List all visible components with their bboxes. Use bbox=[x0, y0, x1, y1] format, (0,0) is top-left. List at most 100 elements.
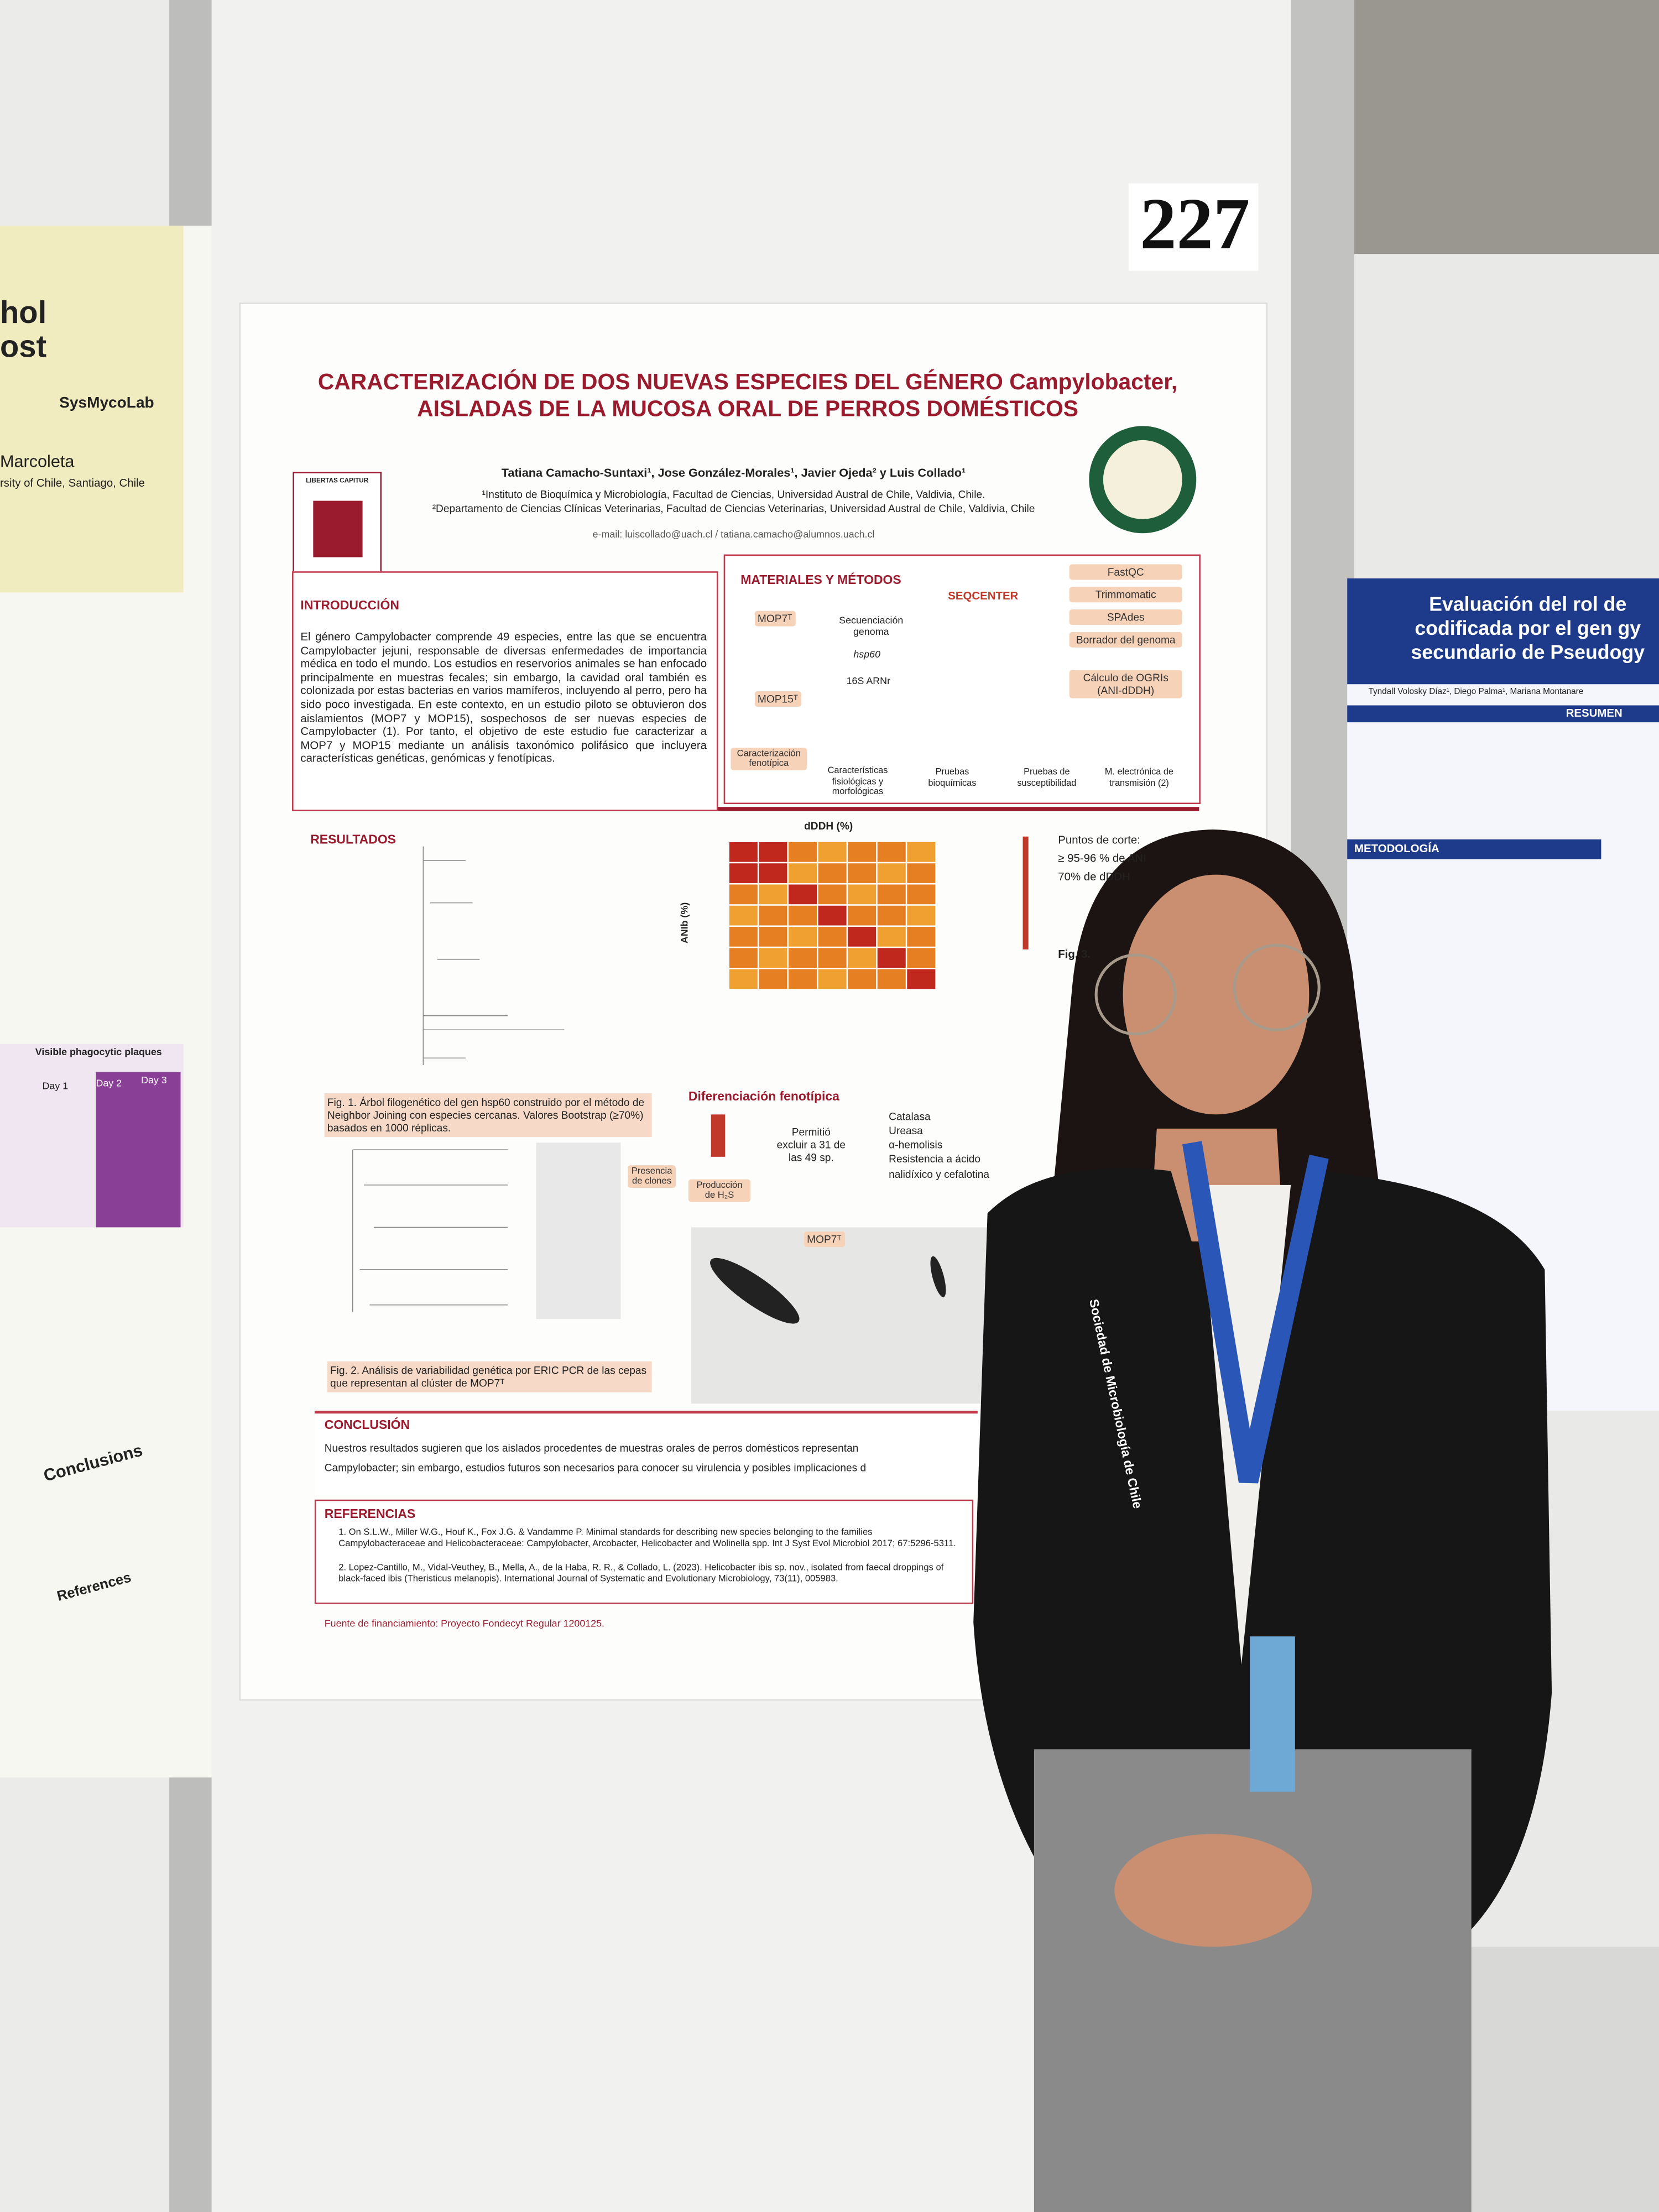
heatmap-cell bbox=[729, 905, 758, 926]
heatmap-cell bbox=[907, 927, 936, 947]
heatmap-cell bbox=[818, 884, 847, 905]
heatmap-cell bbox=[877, 863, 906, 883]
heatmap-cell bbox=[729, 948, 758, 968]
title-line: Evaluación del rol de bbox=[1429, 592, 1627, 615]
heatmap-cell bbox=[877, 884, 906, 905]
heatmap-cell bbox=[729, 884, 758, 905]
cutoff-line: 70% de dDDH bbox=[1058, 869, 1130, 883]
heatmap-cell bbox=[907, 969, 936, 989]
method-step: M. electrónica de transmisión (2) bbox=[1104, 767, 1174, 789]
heatmap-cell bbox=[877, 969, 906, 989]
micrograph-label: MOP7ᵀ bbox=[804, 1232, 844, 1248]
heatmap-cell bbox=[729, 969, 758, 989]
heatmap-cell bbox=[759, 884, 787, 905]
heatmap-cell bbox=[729, 927, 758, 947]
hands bbox=[1114, 1834, 1312, 1947]
heatmap-cell bbox=[789, 905, 817, 926]
affiliation: ¹Instituto de Bioquímica y Microbiología… bbox=[482, 488, 985, 501]
trousers bbox=[1034, 1749, 1472, 2212]
right-title: Evaluación del rol de codificada por el g… bbox=[1397, 592, 1659, 664]
clones-label: Presencia de clones bbox=[628, 1165, 676, 1188]
bacterium bbox=[710, 1258, 800, 1324]
right-metodologia-bar bbox=[1347, 839, 1601, 859]
number-card bbox=[1128, 183, 1259, 271]
company-logo: SEQCENTER bbox=[948, 589, 1019, 603]
heatmap-cell bbox=[907, 884, 936, 905]
heatmap-cell bbox=[848, 969, 877, 989]
face bbox=[1123, 874, 1310, 1115]
funding: Fuente de financiamiento: Proyecto Fonde… bbox=[324, 1619, 605, 1630]
heatmap-cell bbox=[789, 927, 817, 947]
section-heading: REFERENCIAS bbox=[324, 1506, 416, 1521]
right-resumen-bar bbox=[1347, 705, 1659, 723]
fig3-caption: Fig. 3. bbox=[1058, 948, 1091, 961]
heatmap-cell bbox=[877, 927, 906, 947]
affiliation: ²Departamento de Ciencias Clínicas Veter… bbox=[432, 502, 1035, 515]
lanyard-strap bbox=[1182, 1141, 1329, 1484]
section-heading: RESULTADOS bbox=[310, 832, 396, 847]
conclusion-line: Nuestros resultados sugieren que los ais… bbox=[324, 1442, 859, 1455]
h2s-label: Producción de H₂S bbox=[688, 1179, 751, 1202]
reference: 1. On S.L.W., Miller W.G., Houf K., Fox … bbox=[338, 1527, 956, 1549]
seal-inner bbox=[1103, 440, 1182, 519]
heatmap-cell bbox=[759, 927, 787, 947]
method-step: Características fisiológicas y morfológi… bbox=[827, 766, 888, 798]
heatmap-cell bbox=[877, 842, 906, 862]
heatmap-cell bbox=[729, 863, 758, 883]
cutoff-line: Puntos de corte: bbox=[1058, 833, 1140, 847]
phenotype-list: Catalasa Ureasa α-hemolisis Resistencia a á… bbox=[889, 1110, 1001, 1182]
heatmap-cell bbox=[759, 842, 787, 862]
method-label: Caracterización fenotípica bbox=[731, 748, 807, 770]
reference: 2. Lopez-Cantillo, M., Vidal-Veuthey, B.… bbox=[338, 1563, 944, 1584]
left-fragment: hol ost bbox=[0, 295, 47, 364]
left-table-cells bbox=[96, 1072, 181, 1228]
left-table-col: Day 1 bbox=[42, 1082, 69, 1092]
title-line: codificada por el gen gy bbox=[1415, 616, 1641, 639]
heatmap-cell bbox=[848, 884, 877, 905]
heatmap-cell bbox=[907, 948, 936, 968]
heatmap bbox=[729, 842, 936, 989]
pipeline-step: SPAdes bbox=[1069, 609, 1182, 625]
heatmap-cell bbox=[818, 842, 847, 862]
heatmap-cell bbox=[877, 948, 906, 968]
logo-text: LIBERTAS CAPITUR bbox=[306, 477, 369, 484]
strain-label: MOP15ᵀ bbox=[754, 691, 801, 707]
method-label: Secuenciación genoma bbox=[839, 616, 904, 639]
poster-number: 227 bbox=[1140, 185, 1250, 265]
micrograph bbox=[691, 1227, 988, 1404]
heatmap-cell bbox=[818, 863, 847, 883]
heatmap-cell bbox=[759, 969, 787, 989]
exclusion-note: Permitió excluir a 31 de las 49 sp. bbox=[776, 1125, 846, 1164]
phenotype-item: Ureasa bbox=[889, 1124, 923, 1138]
pipeline-step: Cálculo de OGRIs (ANI-dDDH) bbox=[1069, 670, 1182, 698]
email: e-mail: luiscollado@uach.cl / tatiana.ca… bbox=[592, 530, 875, 541]
strain-label: MOP7ᵀ bbox=[754, 611, 795, 627]
heatmap-cell bbox=[729, 842, 758, 862]
heatmap-scale bbox=[1022, 836, 1029, 950]
fig2-caption: Fig. 2. Análisis de variabilidad genétic… bbox=[327, 1361, 652, 1392]
intro-text: El género Campylobacter comprende 49 esp… bbox=[300, 630, 707, 765]
section-heading: INTRODUCCIÓN bbox=[300, 598, 399, 613]
heatmap-cell bbox=[759, 863, 787, 883]
method-label: 16S ARNr bbox=[846, 677, 891, 687]
heatmap-cell bbox=[818, 969, 847, 989]
heatmap-cell bbox=[789, 884, 817, 905]
heatmap-cell bbox=[848, 863, 877, 883]
pipeline-step: Trimmomatic bbox=[1069, 587, 1182, 603]
ceiling bbox=[1354, 0, 1659, 254]
glasses bbox=[1233, 943, 1321, 1031]
heatmap-cell bbox=[907, 905, 936, 926]
heatmap-cell bbox=[848, 842, 877, 862]
heatmap-cell bbox=[818, 948, 847, 968]
right-section: RESUMEN bbox=[1566, 707, 1623, 720]
bacterium bbox=[930, 1256, 946, 1297]
right-poster-header bbox=[1347, 578, 1659, 685]
heatmap-cell bbox=[907, 863, 936, 883]
fragment: hol bbox=[0, 295, 47, 330]
left-table-col: Day 3 bbox=[141, 1076, 167, 1087]
tube bbox=[711, 1114, 726, 1157]
left-table-col: Day 2 bbox=[96, 1079, 122, 1089]
right-authors: Tyndall Volosky Díaz¹, Diego Palma¹, Mar… bbox=[1368, 688, 1584, 697]
heatmap-cell bbox=[818, 927, 847, 947]
